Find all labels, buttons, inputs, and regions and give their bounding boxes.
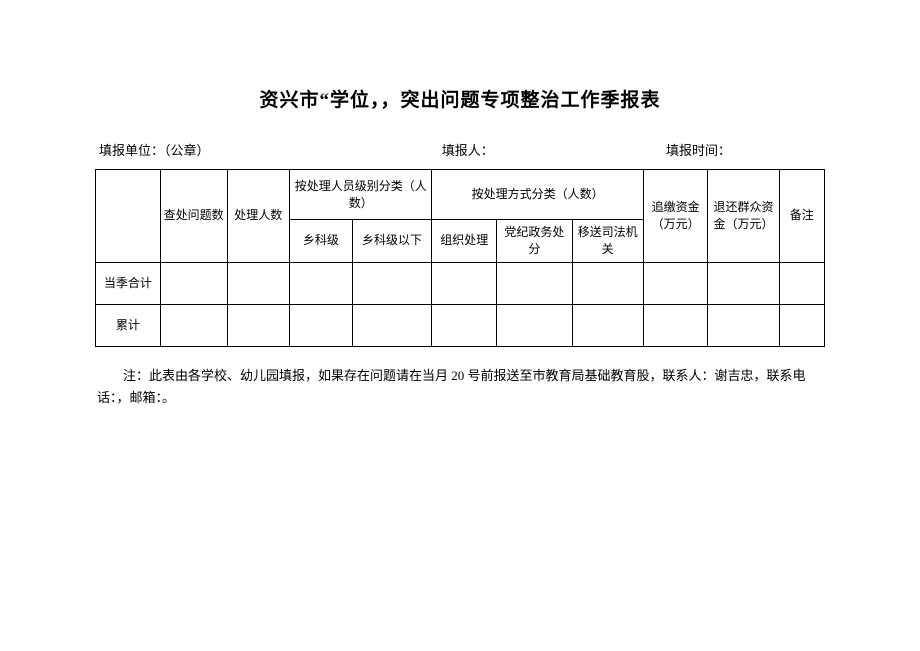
col-method-judicial: 移送司法机关 [572, 220, 643, 263]
cell [708, 304, 779, 346]
col-recovered-funds: 追缴资金（万元） [643, 170, 708, 263]
cell [779, 262, 824, 304]
col-method-discipline: 党纪政务处分 [497, 220, 572, 263]
cell [497, 262, 572, 304]
cell [643, 262, 708, 304]
cell [290, 262, 353, 304]
cell [352, 304, 432, 346]
col-remark: 备注 [779, 170, 824, 263]
col-method-org: 组织处理 [432, 220, 497, 263]
cell [572, 304, 643, 346]
cell [160, 262, 227, 304]
col-level-township: 乡科级 [290, 220, 353, 263]
col-blank [96, 170, 161, 263]
document-title: 资兴市“学位，，突出问题专项整治工作季报表 [95, 85, 825, 112]
col-returned-funds: 退还群众资金（万元） [708, 170, 779, 263]
col-issues: 查处问题数 [160, 170, 227, 263]
meta-row: 填报单位：（公章） 填报人： 填报时间： [95, 140, 825, 159]
col-group-level: 按处理人员级别分类（人数） [290, 170, 432, 220]
cell [352, 262, 432, 304]
table-row: 累计 [96, 304, 825, 346]
reporter-label: 填报人： [210, 140, 666, 159]
cell [432, 262, 497, 304]
cell [497, 304, 572, 346]
cell [708, 262, 779, 304]
reporting-unit-label: 填报单位：（公章） [99, 140, 210, 159]
report-table: 查处问题数 处理人数 按处理人员级别分类（人数） 按处理方式分类（人数） 追缴资… [95, 169, 825, 347]
cell [227, 262, 290, 304]
report-time-label: 填报时间： [666, 140, 821, 159]
cell [779, 304, 824, 346]
row-label-cumulative: 累计 [96, 304, 161, 346]
cell [290, 304, 353, 346]
col-level-below: 乡科级以下 [352, 220, 432, 263]
row-label-quarter: 当季合计 [96, 262, 161, 304]
cell [160, 304, 227, 346]
col-group-method: 按处理方式分类（人数） [432, 170, 643, 220]
cell [227, 304, 290, 346]
cell [432, 304, 497, 346]
cell [643, 304, 708, 346]
cell [572, 262, 643, 304]
col-headcount: 处理人数 [227, 170, 290, 263]
footnote-text: 注：此表由各学校、幼儿园填报，如果存在问题请在当月 20 号前报送至市教育局基础… [95, 365, 825, 409]
table-row: 当季合计 [96, 262, 825, 304]
